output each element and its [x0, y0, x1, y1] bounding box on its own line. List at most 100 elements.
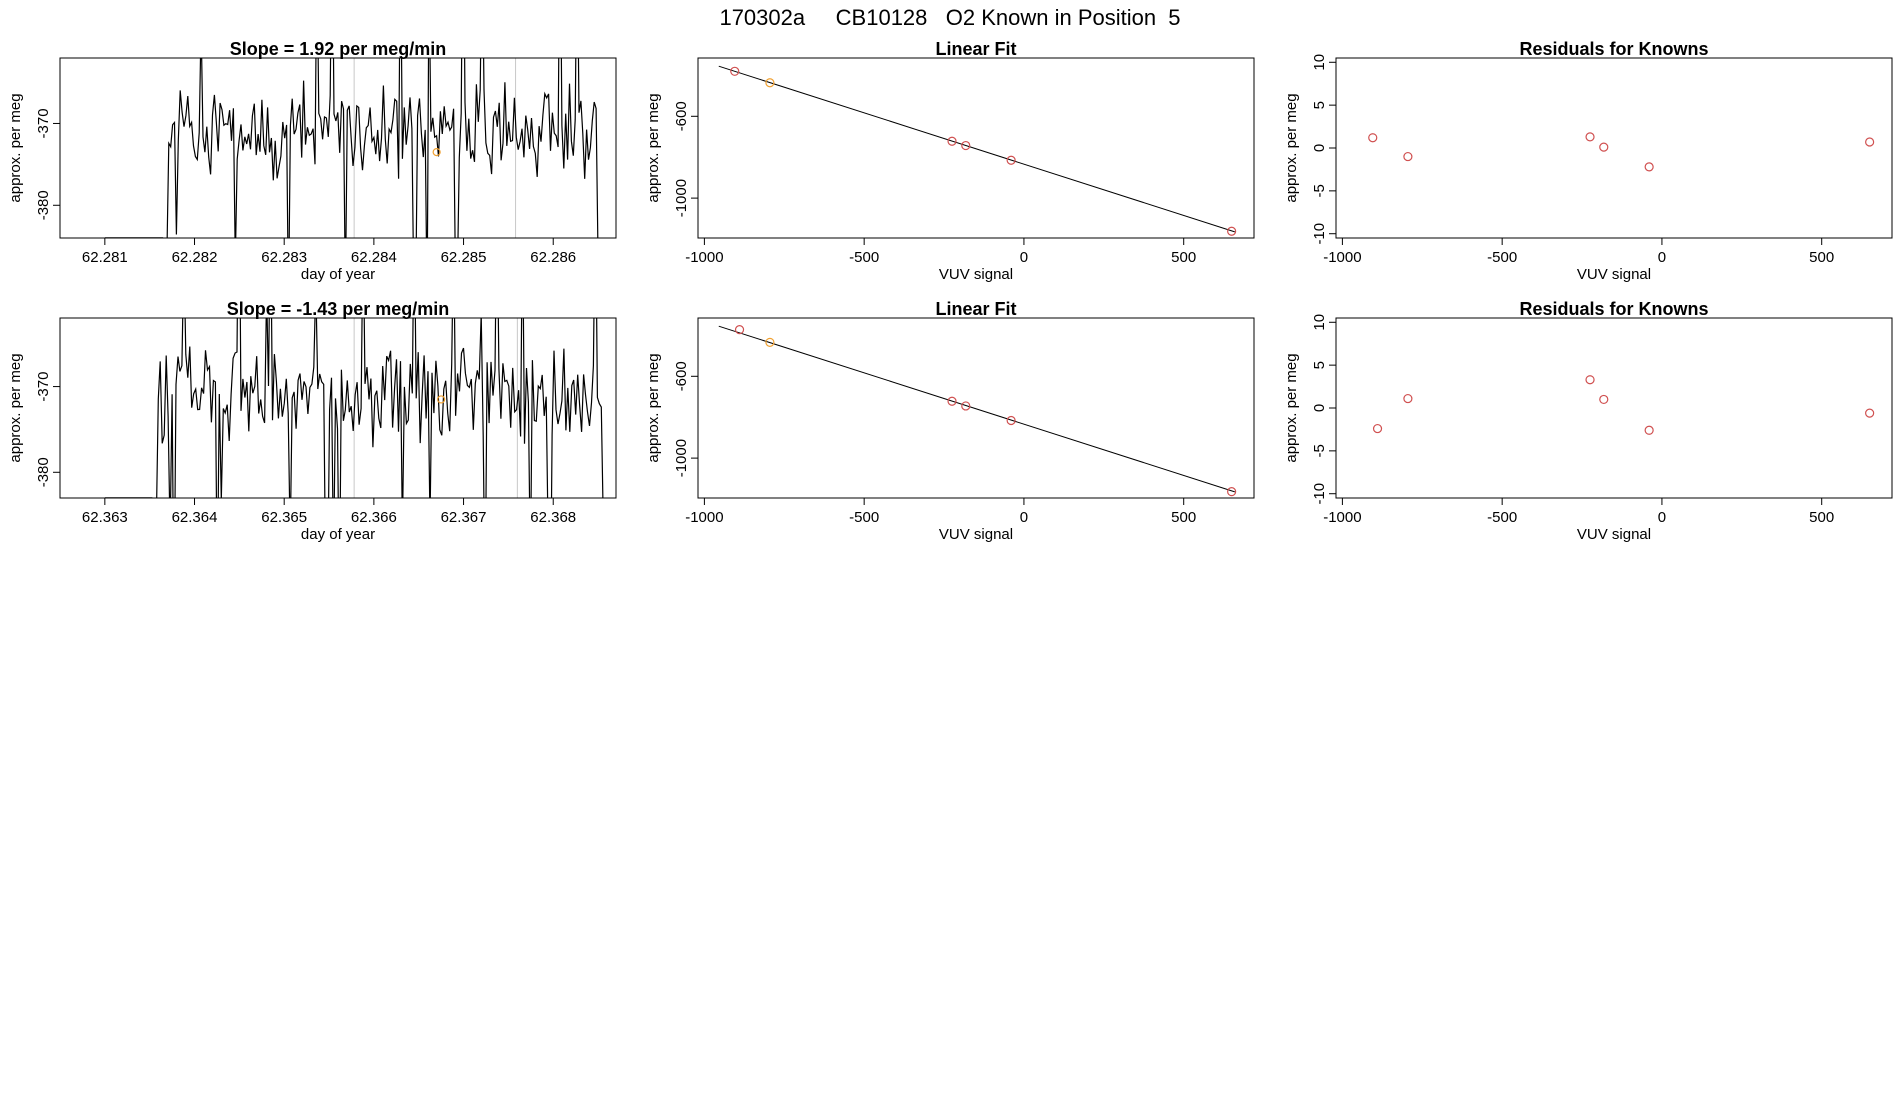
- panel-fit2: Linear Fit -1000 -500 0 500 -600 -1000 VUV sign…: [645, 299, 1255, 543]
- fit-line: [718, 65, 1235, 233]
- data-point: [1372, 423, 1383, 434]
- plot-frame: [1335, 317, 1893, 499]
- y-tick-label: 0: [1311, 404, 1328, 412]
- marker-point: [437, 395, 446, 404]
- y-tick-label: -380: [35, 457, 52, 487]
- data-point: [1585, 375, 1595, 385]
- series-line: [156, 318, 604, 498]
- data-point: [1599, 394, 1609, 405]
- x-tick-label: 500: [1171, 249, 1196, 266]
- plot-frame: [59, 317, 617, 499]
- plot-frame: [697, 57, 1255, 239]
- data-point: [1865, 408, 1875, 418]
- x-tick-label: 500: [1809, 509, 1834, 526]
- marker-point: [432, 147, 441, 157]
- x-tick-label: -1000: [1323, 509, 1361, 526]
- chart-title: Residuals for Knowns: [1519, 39, 1708, 59]
- y-axis-label: approx. per meg: [7, 353, 24, 462]
- x-axis-label: day of year: [301, 526, 375, 543]
- y-tick-label: -10: [1311, 223, 1328, 245]
- panel-ts2: Slope = -1.43 per meg/min 62.363 62.364 62.…: [7, 299, 617, 543]
- x-tick-label: 62.365: [261, 509, 307, 526]
- data-point: [1865, 137, 1875, 147]
- panel-ts1: Slope = 1.92 per meg/min 62.281 62.282 62.2…: [7, 39, 617, 283]
- x-tick-label: 0: [1658, 249, 1666, 266]
- y-tick-label: -5: [1311, 184, 1328, 197]
- y-tick-label: -1000: [673, 439, 690, 477]
- y-axis-label: approx. per meg: [645, 93, 662, 202]
- chart-title: Residuals for Knowns: [1519, 299, 1708, 319]
- panel-res1: Residuals for Knowns -1000 -500 0 500 10 5 0 -5 -…: [1283, 39, 1893, 283]
- data-point: [1368, 133, 1378, 143]
- data-point: [947, 136, 957, 146]
- plot-area: [718, 65, 1237, 236]
- data-point: [1403, 393, 1413, 404]
- y-tick-label: -5: [1311, 444, 1328, 457]
- chart-title: Linear Fit: [935, 299, 1016, 319]
- x-tick-label: 0: [1020, 509, 1028, 526]
- chart-title: Linear Fit: [935, 39, 1016, 59]
- data-point: [765, 337, 775, 347]
- x-axis-label: VUV signal: [939, 266, 1013, 283]
- x-tick-label: 62.285: [441, 249, 487, 266]
- x-tick-label: -500: [1487, 249, 1517, 266]
- data-point: [947, 396, 957, 406]
- x-tick-label: 500: [1809, 249, 1834, 266]
- data-point: [1006, 155, 1016, 165]
- data-point: [765, 78, 775, 88]
- panel-fit1: Linear Fit -1000 -500 0 500 -600 -1000 VUV sign…: [645, 39, 1255, 283]
- y-axis-label: approx. per meg: [645, 353, 662, 462]
- x-tick-label: 62.283: [261, 249, 307, 266]
- y-tick-label: -1000: [673, 179, 690, 217]
- data-point: [1403, 151, 1413, 162]
- data-point: [961, 401, 971, 411]
- plot-frame: [1335, 57, 1893, 239]
- x-tick-label: 62.367: [441, 509, 487, 526]
- x-tick-label: 62.368: [530, 509, 576, 526]
- x-axis-label: VUV signal: [1577, 266, 1651, 283]
- plot-area: [105, 58, 599, 238]
- y-tick-label: 0: [1311, 144, 1328, 152]
- data-point: [1644, 425, 1654, 435]
- y-axis-label: approx. per meg: [7, 93, 24, 202]
- y-tick-label: -600: [673, 101, 690, 131]
- page-title: 170302a CB10128 O2 Known in Position 5: [719, 5, 1180, 30]
- x-tick-label: -1000: [1323, 249, 1361, 266]
- x-tick-label: 500: [1171, 509, 1196, 526]
- x-tick-label: -500: [849, 509, 879, 526]
- x-tick-label: 62.363: [82, 509, 128, 526]
- plot-frame: [697, 317, 1255, 499]
- panel-res2: Residuals for Knowns -1000 -500 0 500 10 5 0 -5 -…: [1283, 299, 1893, 543]
- data-point: [1006, 415, 1016, 426]
- x-tick-label: 0: [1020, 249, 1028, 266]
- y-tick-label: -370: [35, 108, 52, 138]
- x-tick-label: -1000: [685, 509, 723, 526]
- y-tick-label: 5: [1311, 101, 1328, 109]
- plot-area: [105, 318, 604, 498]
- x-tick-label: 62.364: [172, 509, 218, 526]
- x-axis-label: VUV signal: [939, 526, 1013, 543]
- x-axis-label: VUV signal: [1577, 526, 1651, 543]
- x-tick-label: -500: [1487, 509, 1517, 526]
- x-tick-label: 0: [1658, 509, 1666, 526]
- x-tick-label: 62.284: [351, 249, 397, 266]
- fit-line: [718, 325, 1235, 493]
- x-tick-label: -500: [849, 249, 879, 266]
- data-point: [730, 66, 740, 76]
- plot-area: [718, 325, 1237, 497]
- x-axis-label: day of year: [301, 266, 375, 283]
- plot-frame: [59, 57, 617, 239]
- x-tick-label: -1000: [685, 249, 723, 266]
- chart-title: Slope = 1.92 per meg/min: [230, 39, 447, 59]
- plot-area: [1372, 375, 1875, 435]
- plot-area: [1368, 132, 1875, 172]
- y-axis-label: approx. per meg: [1283, 93, 1300, 202]
- chart-title: Slope = -1.43 per meg/min: [227, 299, 450, 319]
- x-tick-label: 62.281: [82, 249, 128, 266]
- data-point: [1599, 142, 1609, 152]
- data-point: [961, 140, 971, 151]
- y-tick-label: -600: [673, 361, 690, 391]
- data-point: [734, 325, 745, 335]
- x-tick-label: 62.366: [351, 509, 397, 526]
